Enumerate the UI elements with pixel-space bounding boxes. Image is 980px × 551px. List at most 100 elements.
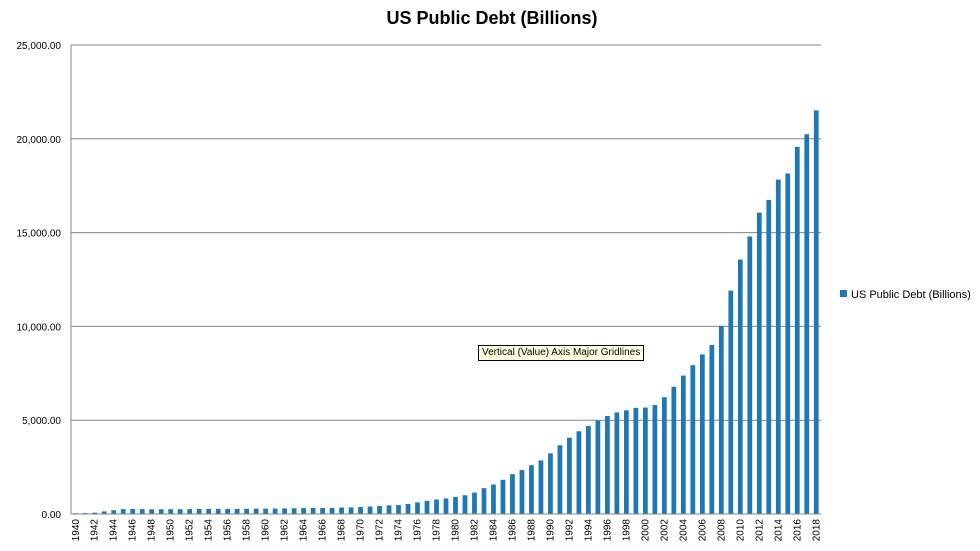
x-tick-label: 1952 bbox=[185, 519, 196, 542]
x-tick-label: 1950 bbox=[166, 519, 177, 542]
bar bbox=[775, 179, 781, 514]
bar bbox=[519, 470, 525, 514]
bar bbox=[272, 508, 278, 514]
legend: US Public Debt (Billions) bbox=[840, 289, 971, 301]
bar bbox=[671, 386, 677, 514]
bar bbox=[804, 134, 810, 514]
x-tick-label: 2002 bbox=[659, 519, 670, 542]
bar bbox=[709, 345, 715, 514]
bar bbox=[481, 488, 487, 514]
bar bbox=[282, 508, 287, 514]
chart-title: US Public Debt (Billions) bbox=[386, 8, 597, 28]
bar bbox=[386, 505, 392, 514]
gridlines bbox=[71, 44, 821, 421]
y-tick-label: 10,000.00 bbox=[17, 322, 62, 333]
y-tick-label: 15,000.00 bbox=[17, 229, 62, 240]
bar bbox=[766, 200, 772, 514]
bar bbox=[548, 453, 553, 514]
bar-series bbox=[73, 110, 819, 515]
x-tick-label: 1982 bbox=[469, 519, 480, 542]
x-tick-label: 1964 bbox=[299, 519, 310, 542]
bar bbox=[624, 410, 629, 514]
x-axis-tick-labels: 1940 1942 1944 1946 1948 1950 1952 1954 1956 1958… bbox=[71, 519, 823, 542]
bar bbox=[291, 508, 297, 514]
bar bbox=[756, 212, 762, 514]
x-tick-label: 1988 bbox=[526, 519, 537, 542]
bar bbox=[111, 510, 117, 514]
x-tick-label: 1984 bbox=[488, 519, 499, 542]
y-axis-tick-labels: 0.00 5,000.00 10,000.00 15,000.00 20,000.00 2… bbox=[17, 41, 62, 521]
bar bbox=[301, 508, 306, 514]
y-tick-label: 20,000.00 bbox=[17, 135, 62, 146]
bar bbox=[538, 460, 544, 514]
bar bbox=[785, 173, 791, 515]
bar bbox=[500, 479, 506, 514]
bar bbox=[367, 506, 373, 514]
bar bbox=[130, 508, 136, 514]
bar bbox=[718, 325, 724, 514]
y-tick-label: 0.00 bbox=[42, 510, 62, 521]
bar bbox=[339, 507, 344, 514]
x-tick-label: 1992 bbox=[564, 519, 575, 542]
bar bbox=[206, 508, 212, 514]
bar bbox=[557, 445, 563, 514]
legend-label: US Public Debt (Billions) bbox=[851, 289, 971, 301]
bar bbox=[253, 508, 259, 514]
bar bbox=[690, 365, 696, 514]
bar bbox=[177, 509, 183, 514]
bar bbox=[642, 407, 648, 514]
x-tick-label: 1954 bbox=[204, 519, 215, 542]
bar bbox=[443, 498, 449, 514]
bar bbox=[329, 507, 335, 514]
x-tick-label: 2016 bbox=[792, 519, 803, 542]
x-tick-label: 1946 bbox=[128, 519, 139, 542]
x-tick-label: 2014 bbox=[773, 519, 784, 542]
y-tick-label: 25,000.00 bbox=[17, 41, 62, 52]
bar bbox=[652, 405, 658, 514]
bar bbox=[120, 509, 126, 514]
bar bbox=[215, 508, 221, 514]
bar bbox=[453, 496, 458, 514]
bar bbox=[187, 509, 193, 514]
x-tick-label: 1990 bbox=[545, 519, 556, 542]
x-tick-label: 1996 bbox=[602, 519, 613, 542]
gridline-tooltip: Vertical (Value) Axis Major Gridlines bbox=[478, 345, 645, 361]
x-tick-label: 1966 bbox=[318, 519, 329, 542]
bar bbox=[424, 500, 430, 514]
x-tick-label: 1940 bbox=[71, 519, 82, 542]
x-tick-label: 1960 bbox=[261, 519, 272, 542]
x-tick-label: 2008 bbox=[716, 519, 727, 542]
bar bbox=[699, 354, 705, 514]
bar bbox=[92, 512, 98, 514]
bar bbox=[510, 474, 515, 514]
bar bbox=[225, 508, 231, 514]
bar bbox=[586, 425, 591, 514]
bar bbox=[605, 415, 610, 514]
bar bbox=[737, 259, 743, 514]
bar bbox=[263, 508, 268, 514]
bar bbox=[234, 508, 240, 514]
x-tick-label: 2012 bbox=[754, 519, 765, 542]
bar bbox=[614, 412, 620, 514]
x-tick-label: 1994 bbox=[583, 519, 594, 542]
x-tick-label: 1986 bbox=[507, 519, 518, 542]
x-tick-label: 1972 bbox=[375, 519, 386, 542]
x-tick-label: 1956 bbox=[223, 519, 234, 542]
x-tick-label: 1978 bbox=[432, 519, 443, 542]
x-tick-label: 1974 bbox=[394, 519, 405, 542]
bar bbox=[529, 465, 534, 514]
bar bbox=[310, 508, 316, 514]
bar bbox=[358, 507, 363, 514]
x-tick-label: 2018 bbox=[811, 519, 822, 542]
bar bbox=[396, 505, 401, 514]
bar bbox=[661, 397, 667, 514]
bar bbox=[320, 508, 325, 514]
x-tick-label: 2010 bbox=[735, 519, 746, 542]
bar bbox=[101, 511, 107, 514]
x-tick-label: 1976 bbox=[413, 519, 424, 542]
x-tick-label: 1968 bbox=[337, 519, 348, 542]
bar bbox=[595, 420, 601, 514]
x-tick-label: 1970 bbox=[356, 519, 367, 542]
bar bbox=[415, 502, 420, 514]
